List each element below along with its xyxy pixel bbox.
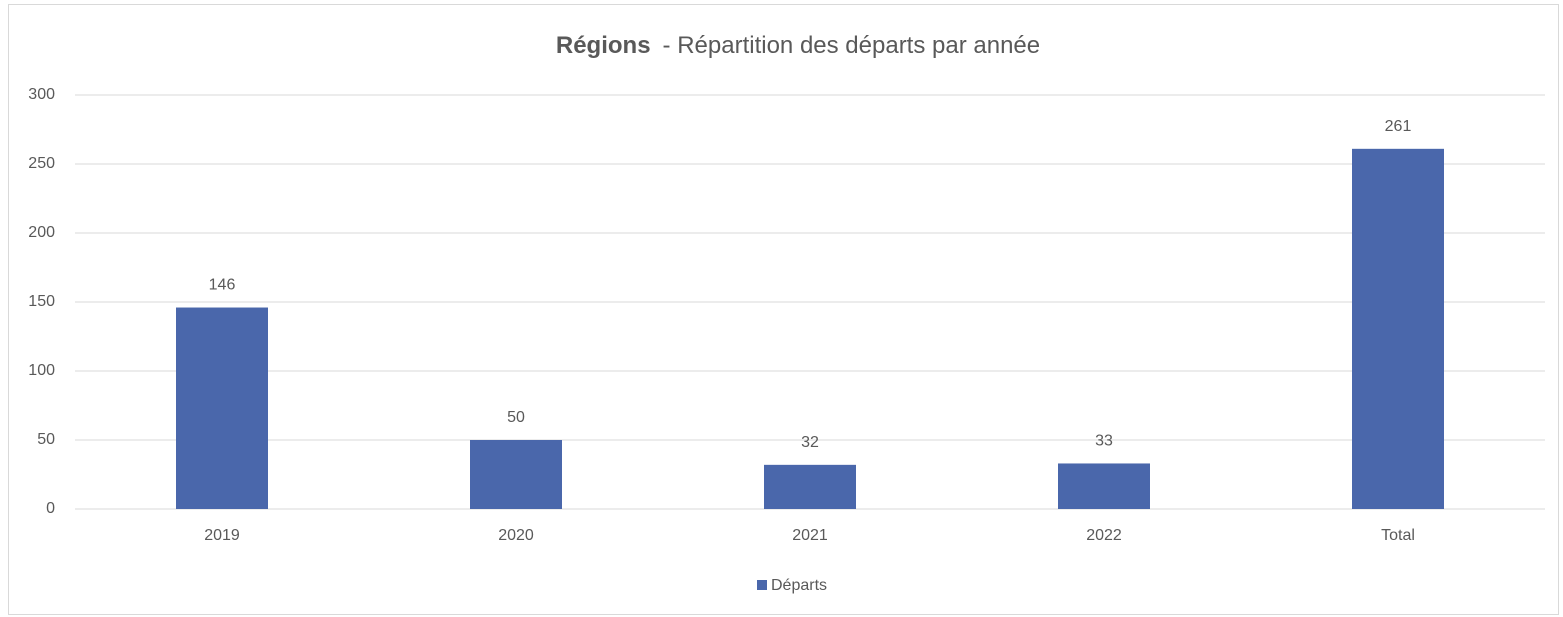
data-label: 146	[209, 277, 236, 294]
bar	[470, 440, 562, 509]
y-tick-label: 300	[28, 86, 55, 103]
x-tick-label: 2020	[498, 527, 534, 544]
data-label: 33	[1095, 433, 1113, 450]
data-label: 50	[507, 409, 525, 426]
legend-label: Départs	[771, 577, 827, 594]
y-tick-label: 200	[28, 224, 55, 241]
x-tick-label: Total	[1381, 527, 1415, 544]
y-tick-label: 50	[37, 431, 55, 448]
x-tick-label: 2021	[792, 527, 828, 544]
x-tick-label: 2019	[204, 527, 240, 544]
bar	[176, 307, 268, 509]
y-tick-label: 250	[28, 155, 55, 172]
bar	[764, 464, 856, 509]
bar	[1058, 463, 1150, 509]
bar	[1352, 148, 1444, 509]
title-bold: Régions	[556, 32, 651, 59]
legend-swatch	[757, 580, 767, 590]
data-label: 32	[801, 434, 819, 451]
y-tick-label: 0	[46, 500, 55, 517]
chart-title: Régions - Répartition des départs par ann…	[556, 32, 1040, 59]
data-label: 261	[1385, 118, 1412, 135]
y-tick-label: 100	[28, 362, 55, 379]
y-tick-label: 150	[28, 293, 55, 310]
title-text: - Répartition des départs par année	[663, 32, 1041, 59]
x-tick-label: 2022	[1086, 527, 1122, 544]
